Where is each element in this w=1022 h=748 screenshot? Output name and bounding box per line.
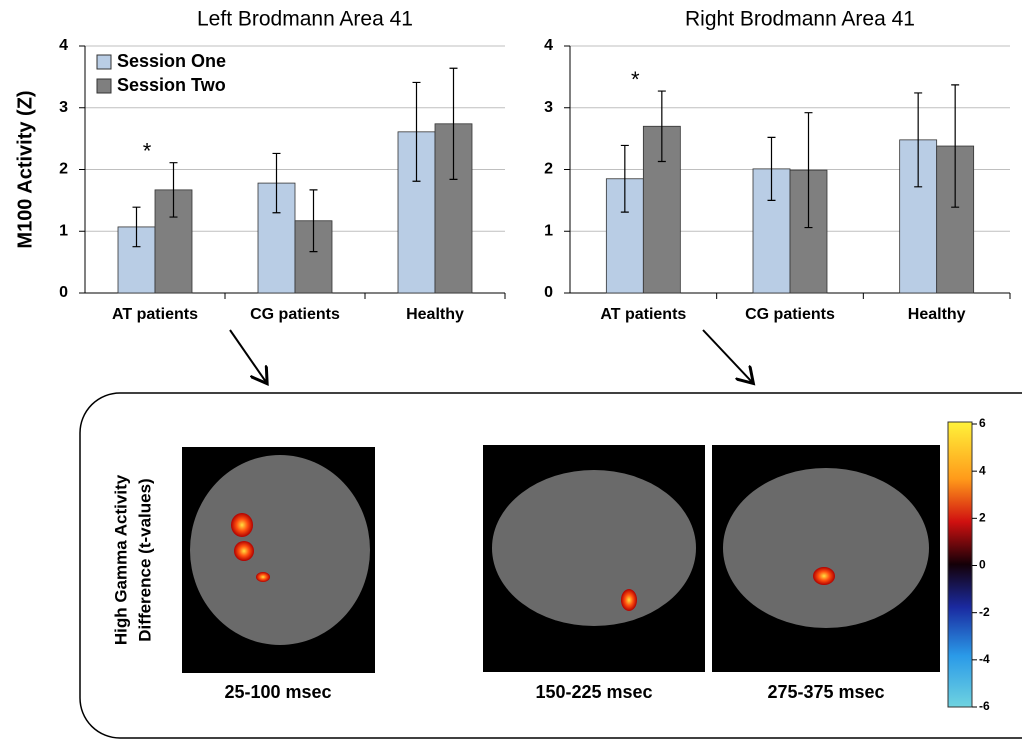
x-tick-label: CG patients (745, 306, 835, 323)
activation (234, 541, 254, 561)
colorbar-tick-label: -4 (979, 652, 990, 666)
arrow (230, 330, 266, 382)
y-tick-label: 4 (544, 37, 553, 54)
y-tick-label: 4 (59, 37, 68, 54)
x-tick-label: Healthy (406, 306, 464, 323)
y-tick-label: 1 (59, 222, 68, 239)
brain (492, 470, 696, 626)
y-axis-label: M100 Activity (Z) (14, 90, 36, 248)
colorbar-tick-label: 4 (979, 463, 986, 477)
brain-images (182, 445, 940, 673)
colorbar-tick-label: -6 (979, 699, 990, 713)
colorbar-tick-label: 0 (979, 558, 986, 572)
colorbar (948, 422, 972, 707)
y-tick-label: 3 (544, 99, 553, 116)
y-tick-label: 2 (544, 161, 553, 178)
brain (723, 468, 929, 628)
legend-label: Session One (117, 51, 226, 71)
legend-swatch (97, 79, 111, 93)
colorbar-tick-label: -2 (979, 605, 990, 619)
image-caption: 275-375 msec (767, 682, 884, 702)
image-caption: 25-100 msec (224, 682, 331, 702)
figure: Left Brodmann Area 41 M100 Activity (Z) 0 1… (0, 0, 1022, 743)
y-tick-label: 1 (544, 222, 553, 239)
y-tick-label: 3 (59, 99, 68, 116)
colorbar-tick-label: 2 (979, 511, 986, 525)
x-tick-label: AT patients (112, 306, 198, 323)
activation (231, 513, 253, 537)
x-tick-label: Healthy (908, 306, 966, 323)
brain (190, 455, 370, 645)
panel-y-label: Difference (t-values) (135, 478, 154, 641)
y-tick-label: 2 (59, 161, 68, 178)
x-tick-label: AT patients (600, 306, 686, 323)
activation (256, 572, 270, 582)
image-caption: 150-225 msec (535, 682, 652, 702)
chart-title: Left Brodmann Area 41 (197, 8, 413, 31)
x-tick-label: CG patients (250, 306, 340, 323)
colorbar-tick-label: 6 (979, 416, 986, 430)
y-tick-label: 0 (59, 284, 68, 301)
activation (621, 589, 637, 611)
activation (813, 567, 835, 585)
chart-title: Right Brodmann Area 41 (685, 8, 915, 31)
legend-label: Session Two (117, 75, 226, 95)
arrow (703, 330, 752, 382)
annotation: * (143, 139, 152, 164)
panel-y-label: High Gamma Activity (111, 474, 130, 645)
annotation: * (631, 67, 640, 92)
legend-swatch (97, 55, 111, 69)
y-tick-label: 0 (544, 284, 553, 301)
